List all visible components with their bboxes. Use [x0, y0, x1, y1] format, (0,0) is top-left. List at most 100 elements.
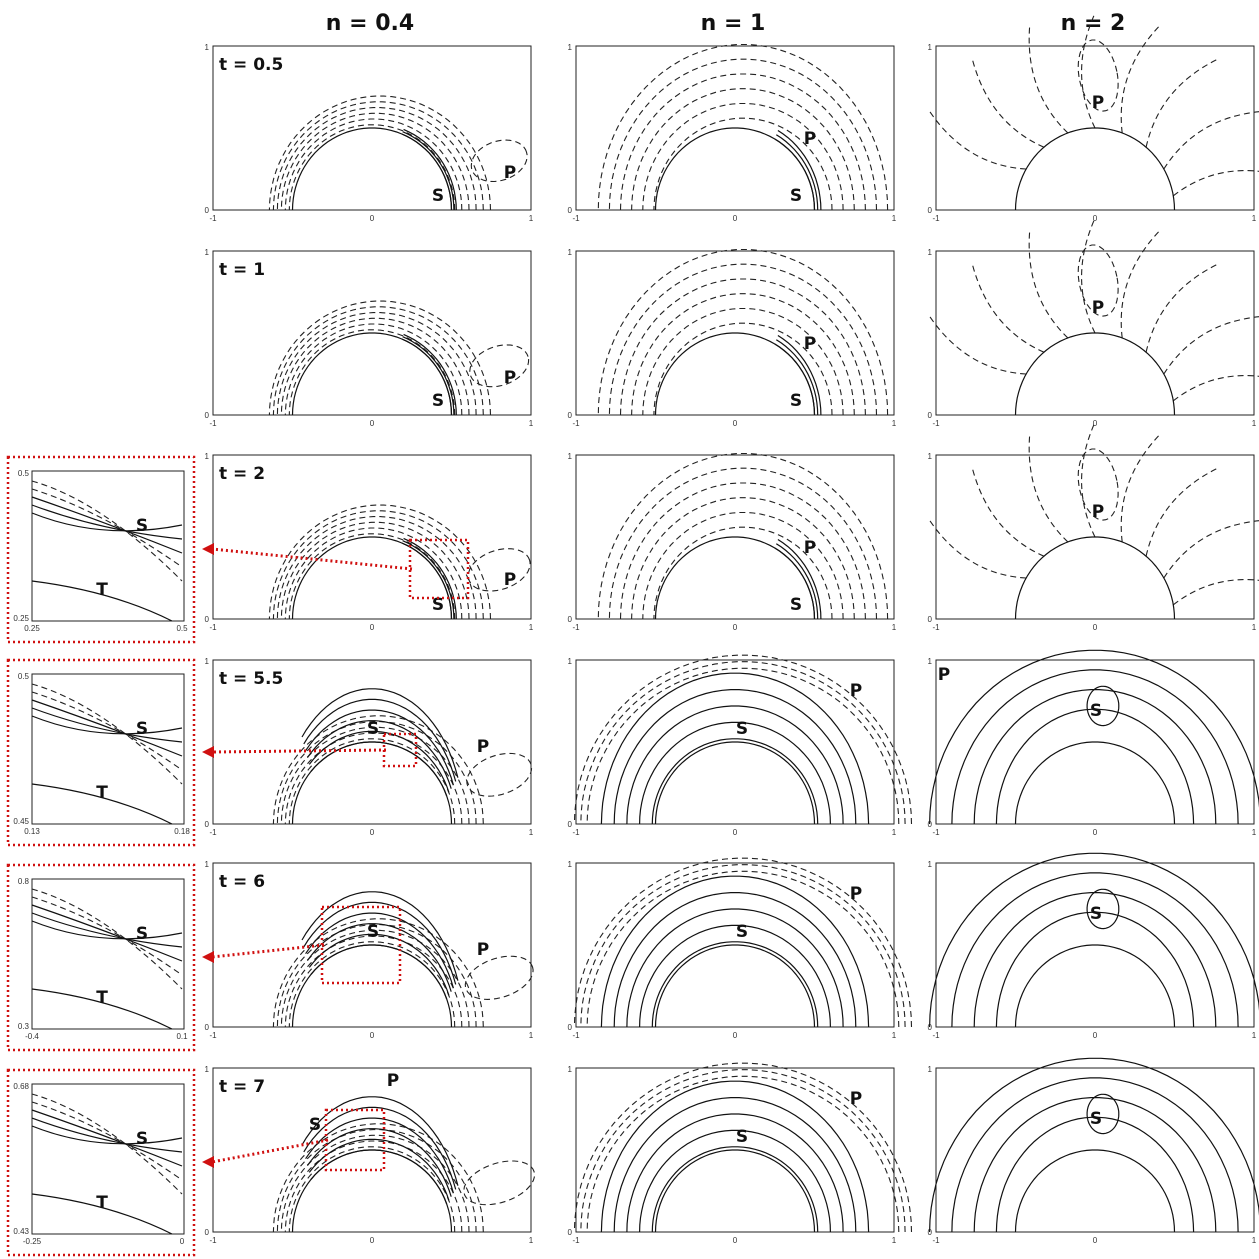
contour-dashed	[288, 533, 456, 620]
contour-dashed	[971, 264, 1045, 353]
contour-dashed	[1077, 448, 1119, 521]
y-tick-label: 0	[205, 206, 210, 215]
contour-dashed	[276, 516, 477, 620]
contour-solid	[777, 130, 822, 211]
contour-solid	[929, 1057, 1259, 1233]
x-tick-label: 0	[733, 1236, 738, 1245]
zoom-panel-1: S T 0.13 0.18 0.45 0.5	[6, 658, 418, 847]
y-tick-label: 1	[928, 860, 933, 869]
zoom-arrow	[211, 748, 387, 754]
contour-dashed	[284, 527, 463, 620]
cylinder-outline	[654, 332, 816, 416]
contour-solid	[305, 709, 454, 786]
x-tick-label: 1	[892, 623, 897, 632]
zoom-arrow	[211, 547, 413, 571]
x-tick-label: 0	[733, 828, 738, 837]
label-secondary: S	[136, 516, 148, 536]
y-tick-label: 1	[205, 1065, 210, 1074]
x-tick-label: 1	[1252, 828, 1257, 837]
x-tick-label: 1	[529, 214, 534, 223]
contour-solid	[31, 1109, 183, 1167]
label-primary: P	[804, 129, 816, 149]
x-tick-label: -1	[209, 419, 217, 428]
contour-dashed	[1120, 229, 1161, 339]
y-tick-label: 0	[928, 206, 933, 215]
y-tick-label: 0	[205, 411, 210, 420]
x-tick-label: 0	[1093, 1031, 1098, 1040]
cylinder-outline	[31, 1193, 173, 1235]
y-tick-label: 0	[205, 820, 210, 829]
x-tick-label: 0	[370, 419, 375, 428]
time-label: t = 6	[219, 872, 265, 892]
y-tick-label: 0	[928, 1228, 933, 1237]
column-title-n2: n = 2	[1061, 11, 1126, 36]
x-tick-label: -1	[209, 214, 217, 223]
contour-dashed	[1163, 316, 1259, 375]
y-tick-label: 1	[568, 452, 573, 461]
label-tertiary: T	[96, 783, 108, 803]
contour-solid	[402, 540, 455, 620]
x-tick-label: 0	[733, 623, 738, 632]
contour-dashed	[642, 102, 844, 211]
contour-dashed	[580, 864, 906, 1028]
contour-dashed	[31, 683, 183, 785]
x-tick-label: 0	[733, 214, 738, 223]
y-tick-label: 0	[568, 411, 573, 420]
x-tick-label: -1	[572, 1031, 580, 1040]
x-tick-label: 1	[529, 623, 534, 632]
label-secondary: S	[1090, 701, 1102, 721]
x-tick-label: -1	[932, 623, 940, 632]
contour-dashed	[31, 480, 183, 582]
y-tick-label: 1	[568, 860, 573, 869]
y-tick-label: 0	[568, 1023, 573, 1032]
contour-dashed	[268, 504, 492, 620]
contour-solid	[995, 708, 1195, 825]
zoom-y-tick: 0.8	[18, 877, 30, 886]
time-label: t = 7	[219, 1077, 265, 1097]
contour-dashed	[470, 139, 528, 183]
contour-dashed	[268, 300, 492, 416]
contour-solid	[651, 1146, 819, 1233]
zoom-x-tick: 0.1	[176, 1032, 188, 1041]
label-secondary: S	[736, 922, 748, 942]
contour-dashed	[608, 263, 878, 416]
x-tick-label: 0	[1093, 1236, 1098, 1245]
contour-dashed	[31, 888, 183, 990]
contour-dashed	[642, 307, 844, 416]
label-tertiary: T	[96, 988, 108, 1008]
contour-dashed	[608, 467, 878, 620]
x-tick-label: 1	[529, 1031, 534, 1040]
x-tick-label: -1	[572, 1236, 580, 1245]
contour-dashed	[280, 521, 470, 620]
time-label: t = 2	[219, 464, 265, 484]
label-secondary: S	[136, 719, 148, 739]
contour-dashed	[1120, 24, 1161, 134]
y-tick-label: 1	[568, 248, 573, 257]
contour-dashed	[653, 322, 833, 416]
contour-dashed	[642, 511, 844, 620]
x-tick-label: 0	[1093, 214, 1098, 223]
y-tick-label: 1	[928, 248, 933, 257]
contour-solid	[626, 908, 844, 1028]
y-tick-label: 1	[205, 43, 210, 52]
y-tick-label: 1	[928, 1065, 933, 1074]
x-tick-label: 0	[733, 1031, 738, 1040]
cylinder-outline	[31, 783, 173, 825]
label-primary: P	[1092, 93, 1104, 113]
x-tick-label: -1	[932, 1236, 940, 1245]
contour-dashed	[580, 1069, 906, 1233]
contour-solid	[951, 669, 1239, 825]
contour-solid	[777, 539, 822, 620]
y-tick-label: 0	[568, 206, 573, 215]
contour-solid	[929, 852, 1259, 1028]
cylinder-outline	[654, 741, 816, 825]
contour-dashed	[1172, 170, 1259, 197]
contour-dashed	[284, 1140, 463, 1233]
contour-solid	[626, 1113, 844, 1233]
contour-dashed	[653, 526, 833, 620]
zoom-arrowhead	[202, 1156, 214, 1168]
